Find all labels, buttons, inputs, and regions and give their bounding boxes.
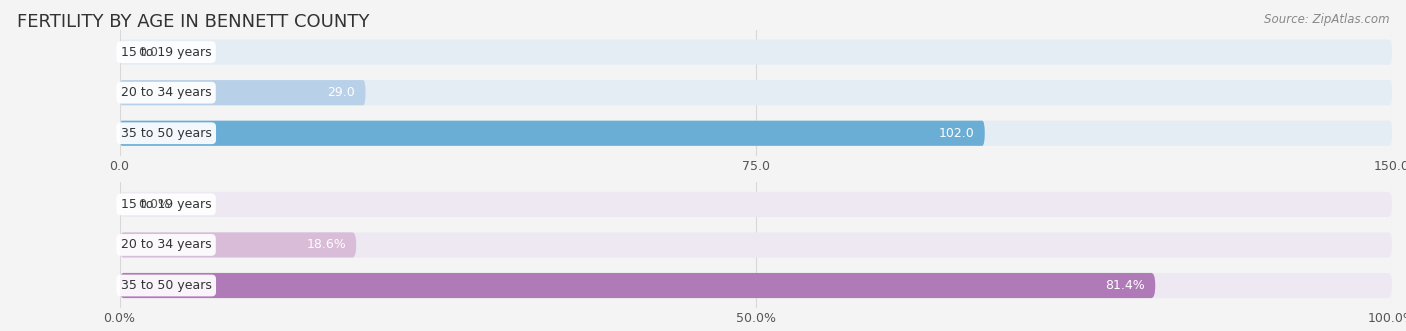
FancyBboxPatch shape: [120, 232, 356, 258]
Text: Source: ZipAtlas.com: Source: ZipAtlas.com: [1264, 13, 1389, 26]
Text: 0.0%: 0.0%: [139, 198, 170, 211]
FancyBboxPatch shape: [120, 273, 1392, 298]
Text: 20 to 34 years: 20 to 34 years: [121, 86, 211, 99]
FancyBboxPatch shape: [120, 80, 366, 105]
FancyBboxPatch shape: [120, 121, 1392, 146]
Text: 20 to 34 years: 20 to 34 years: [121, 238, 211, 252]
Text: 18.6%: 18.6%: [307, 238, 346, 252]
FancyBboxPatch shape: [120, 192, 1392, 217]
FancyBboxPatch shape: [120, 121, 984, 146]
Text: 29.0: 29.0: [328, 86, 356, 99]
Text: FERTILITY BY AGE IN BENNETT COUNTY: FERTILITY BY AGE IN BENNETT COUNTY: [17, 13, 370, 31]
FancyBboxPatch shape: [120, 39, 1392, 65]
FancyBboxPatch shape: [120, 273, 1156, 298]
Text: 35 to 50 years: 35 to 50 years: [121, 279, 212, 292]
FancyBboxPatch shape: [120, 232, 1392, 258]
Text: 35 to 50 years: 35 to 50 years: [121, 127, 212, 140]
Text: 15 to 19 years: 15 to 19 years: [121, 46, 211, 59]
Text: 102.0: 102.0: [939, 127, 974, 140]
FancyBboxPatch shape: [120, 80, 1392, 105]
Text: 0.0: 0.0: [139, 46, 159, 59]
Text: 81.4%: 81.4%: [1105, 279, 1144, 292]
Text: 15 to 19 years: 15 to 19 years: [121, 198, 211, 211]
